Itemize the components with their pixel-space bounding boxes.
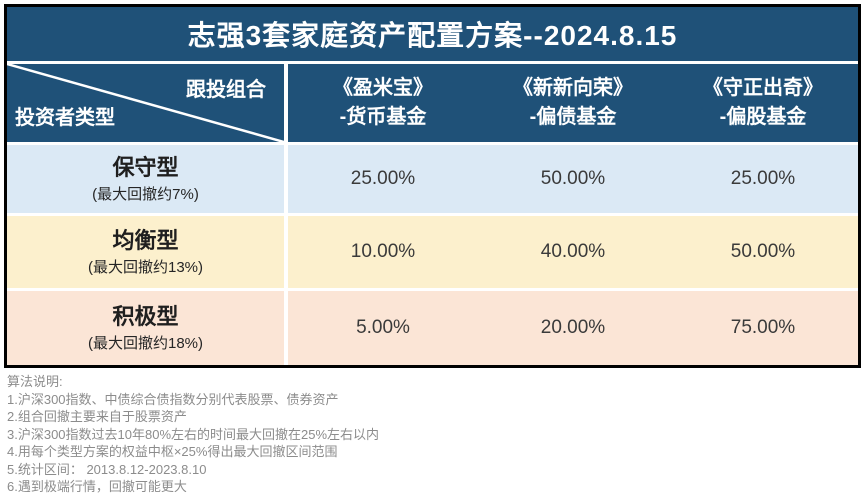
diagonal-line bbox=[7, 64, 284, 142]
column-header-line1: 《新新向荣》 bbox=[513, 77, 633, 99]
investor-type-label: 保守型 bbox=[112, 154, 179, 180]
corner-cell: 跟投组合 投资者类型 bbox=[7, 64, 284, 142]
investor-type-cell: 均衡型 (最大回撤约13%) bbox=[7, 216, 284, 288]
table-row-conservative: 保守型 (最大回撤约7%) 25.00% 50.00% 25.00% bbox=[7, 145, 858, 213]
page-title: 志强3套家庭资产配置方案--2024.8.15 bbox=[187, 20, 678, 51]
corner-label-investor-type: 投资者类型 bbox=[15, 107, 115, 129]
footnote-item: 4.用每个类型方案的权益中枢×25%得出最大回撤区间范围 bbox=[7, 444, 338, 459]
column-header-shouzhengchuqi: 《守正出奇》 -偏股基金 bbox=[668, 64, 858, 142]
divider bbox=[284, 216, 288, 288]
divider bbox=[7, 61, 858, 64]
table-title-bar: 志强3套家庭资产配置方案--2024.8.15 bbox=[7, 7, 858, 61]
divider bbox=[7, 142, 858, 145]
divider bbox=[284, 291, 288, 365]
divider bbox=[284, 64, 288, 142]
header-row: 跟投组合 投资者类型 《盈米宝》 -货币基金 《新新向荣》 -偏债基金 《守正出… bbox=[7, 64, 858, 142]
allocation-value: 75.00% bbox=[668, 291, 858, 365]
allocation-value: 50.00% bbox=[478, 145, 668, 213]
investor-type-label: 积极型 bbox=[112, 303, 179, 329]
column-header-xinxinxiangrong: 《新新向荣》 -偏债基金 bbox=[478, 64, 668, 142]
max-drawdown-note: (最大回撤约7%) bbox=[92, 186, 199, 204]
allocation-value: 50.00% bbox=[668, 216, 858, 288]
allocation-value: 20.00% bbox=[478, 291, 668, 365]
max-drawdown-note: (最大回撤约13%) bbox=[87, 259, 203, 277]
footnote-item: 5.统计区间： 2013.8.12-2023.8.10 bbox=[7, 461, 207, 477]
allocation-value: 40.00% bbox=[478, 216, 668, 288]
footnotes: 算法说明: 1.沪深300指数、中债综合债指数分别代表股票、债券资产 2.组合回… bbox=[7, 373, 858, 496]
column-header-line2: -偏债基金 bbox=[529, 106, 617, 128]
allocation-value: 10.00% bbox=[288, 216, 478, 288]
footnotes-heading: 算法说明: bbox=[7, 374, 63, 389]
allocation-value: 25.00% bbox=[288, 145, 478, 213]
divider bbox=[7, 213, 858, 216]
footnote-item: 2.组合回撤主要来自于股票资产 bbox=[7, 409, 187, 424]
divider bbox=[7, 288, 858, 291]
investor-type-cell: 积极型 (最大回撤约18%) bbox=[7, 291, 284, 365]
investor-type-label: 均衡型 bbox=[112, 227, 179, 253]
table-row-balanced: 均衡型 (最大回撤约13%) 10.00% 40.00% 50.00% bbox=[7, 216, 858, 288]
allocation-value: 25.00% bbox=[668, 145, 858, 213]
column-header-line2: -货币基金 bbox=[339, 106, 427, 128]
footnote-item: 3.沪深300指数过去10年80%左右的时间最大回撤在25%左右以内 bbox=[7, 426, 380, 442]
column-header-yingmibao: 《盈米宝》 -货币基金 bbox=[288, 64, 478, 142]
column-header-line1: 《盈米宝》 bbox=[333, 77, 433, 99]
footnote-item: 6.遇到极端行情，回撤可能更大 bbox=[7, 479, 187, 494]
divider bbox=[284, 145, 288, 213]
table-row-aggressive: 积极型 (最大回撤约18%) 5.00% 20.00% 75.00% bbox=[7, 291, 858, 365]
corner-label-portfolio: 跟投组合 bbox=[186, 79, 266, 101]
allocation-table: 志强3套家庭资产配置方案--2024.8.15 跟投组合 投资者类型 《盈米宝》… bbox=[4, 4, 861, 368]
column-header-line2: -偏股基金 bbox=[719, 106, 807, 128]
max-drawdown-note: (最大回撤约18%) bbox=[87, 335, 203, 353]
column-header-line1: 《守正出奇》 bbox=[703, 77, 823, 99]
investor-type-cell: 保守型 (最大回撤约7%) bbox=[7, 145, 284, 213]
allocation-value: 5.00% bbox=[288, 291, 478, 365]
footnote-item: 1.沪深300指数、中债综合债指数分别代表股票、债券资产 bbox=[7, 391, 339, 407]
